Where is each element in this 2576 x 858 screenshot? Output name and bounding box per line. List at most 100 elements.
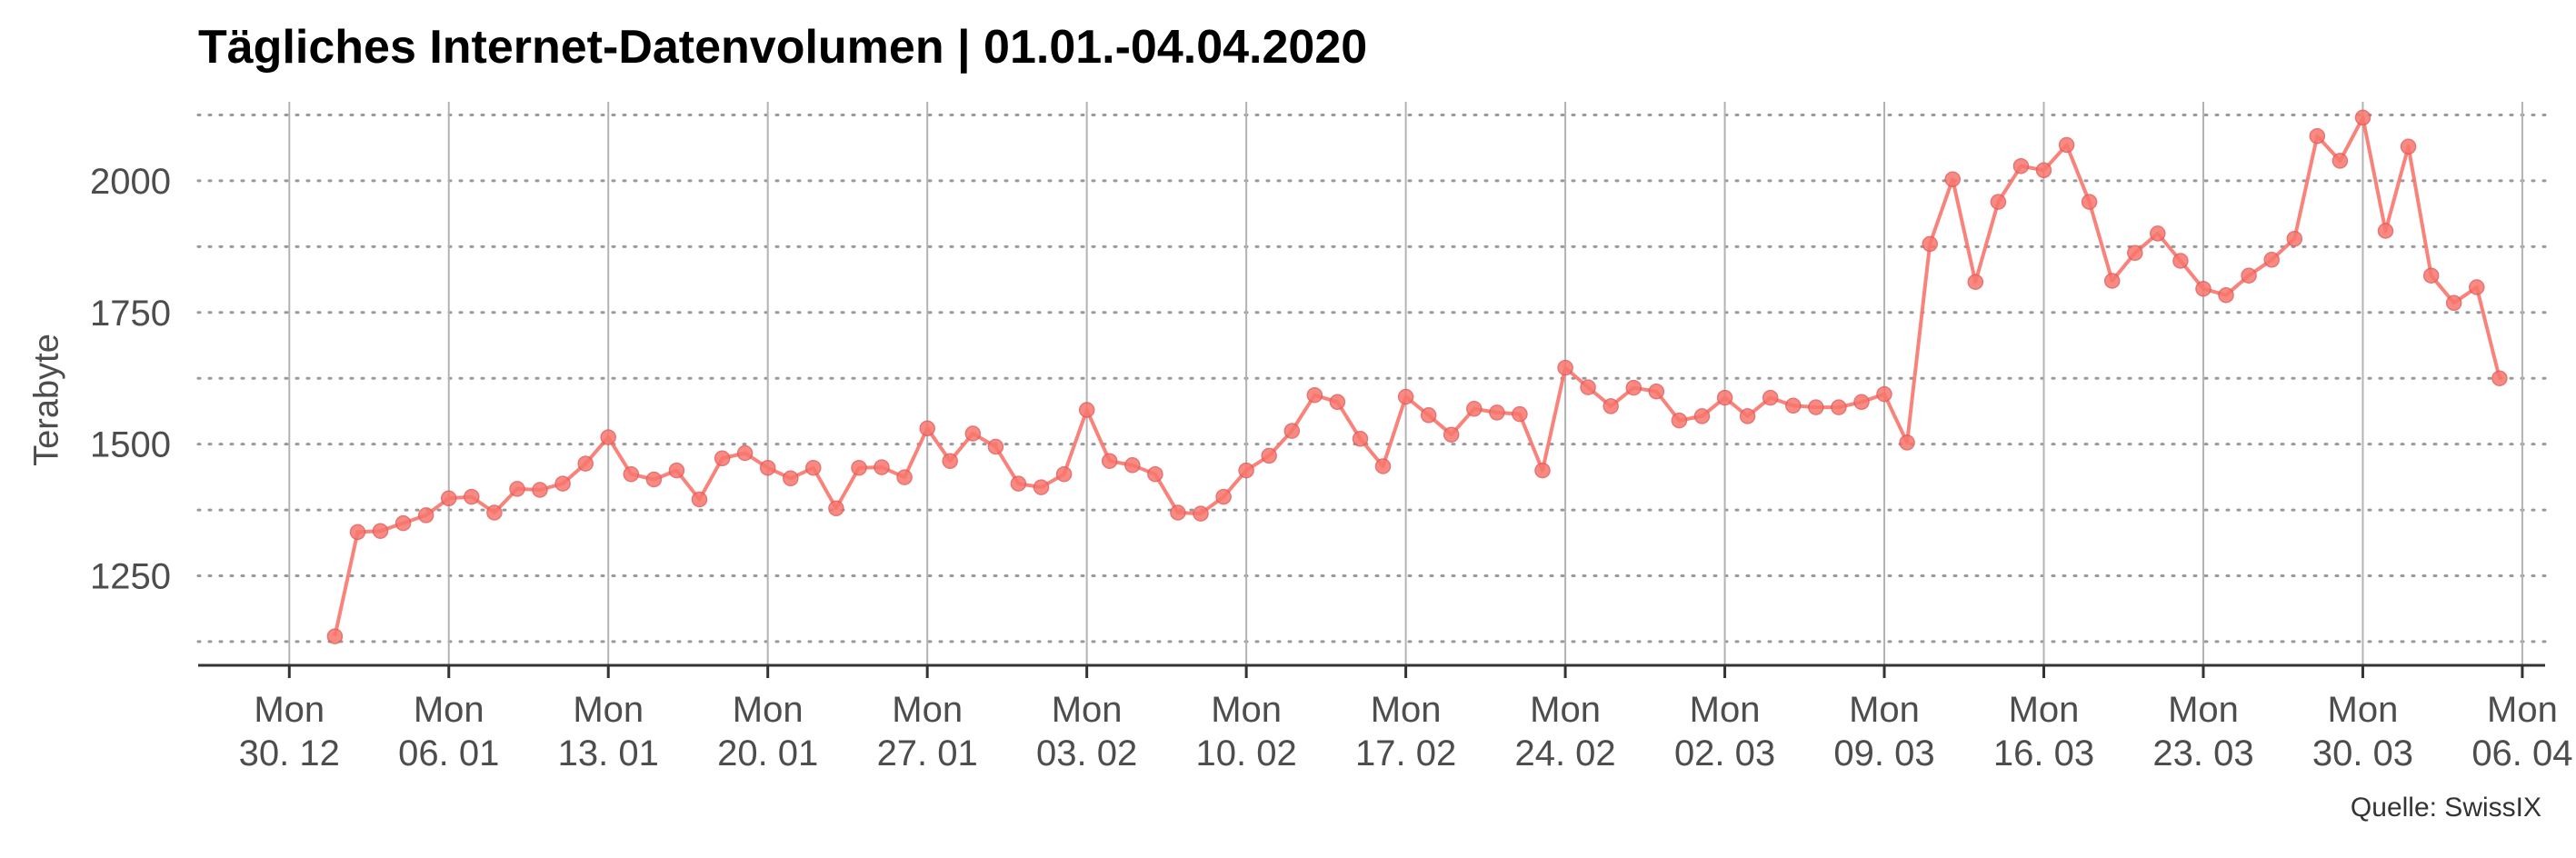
data-point	[1283, 423, 1301, 439]
data-point	[1876, 385, 1892, 403]
data-point	[600, 429, 616, 445]
data-point	[1397, 388, 1414, 405]
data-point	[2127, 244, 2143, 262]
data-point	[486, 504, 503, 521]
data-point	[874, 459, 890, 475]
data-point	[1648, 383, 1665, 400]
data-point	[1193, 505, 1209, 522]
data-point	[1055, 465, 1073, 483]
data-point	[691, 491, 708, 508]
data-point	[326, 628, 344, 644]
x-tick-label-date: 13. 01	[558, 733, 659, 773]
y-tick-label: 1750	[90, 294, 171, 334]
data-point	[2491, 370, 2508, 386]
x-tick-label-day: Mon	[2009, 690, 2080, 730]
x-tick-label-date: 20. 01	[717, 733, 818, 773]
x-tick-label-date: 06. 04	[2471, 733, 2572, 773]
x-tick-label-date: 23. 03	[2152, 733, 2253, 773]
data-point	[2309, 127, 2326, 145]
x-tick-label-day: Mon	[573, 690, 644, 730]
data-point	[1443, 426, 1460, 443]
data-point	[1762, 389, 1779, 406]
data-point	[1261, 447, 1277, 464]
data-point	[1785, 397, 1802, 414]
x-tick-label-date: 09. 03	[1833, 733, 1934, 773]
data-point	[1603, 398, 1619, 414]
data-point	[919, 420, 935, 437]
data-point	[2422, 267, 2440, 284]
data-point	[464, 488, 480, 505]
x-tick-label-day: Mon	[892, 690, 963, 730]
data-point	[987, 438, 1004, 455]
data-point	[2081, 194, 2098, 210]
data-point	[1374, 458, 1392, 474]
x-tick-label-day: Mon	[1690, 690, 1761, 730]
x-tick-label-date: 17. 02	[1355, 733, 1456, 773]
data-point	[1944, 171, 1961, 187]
data-point	[2195, 280, 2212, 297]
source-caption: Quelle: SwissIX	[2350, 793, 2541, 823]
x-tick-label-date: 03. 02	[1036, 733, 1137, 773]
chart-title: Tägliches Internet-Datenvolumen | 01.01.…	[198, 21, 1368, 74]
data-point	[2263, 252, 2280, 268]
data-point	[554, 475, 571, 492]
data-point	[509, 481, 525, 497]
x-tick-label-day: Mon	[2487, 690, 2558, 730]
data-point	[1078, 402, 1095, 418]
data-point	[394, 514, 412, 532]
data-point	[1352, 431, 1369, 447]
data-point	[1625, 379, 1642, 396]
x-tick-label-date: 24. 02	[1514, 733, 1615, 773]
x-tick-label-day: Mon	[414, 690, 484, 730]
data-point	[1489, 404, 1505, 421]
data-point	[2354, 109, 2371, 126]
data-point	[1306, 386, 1323, 404]
data-point	[1033, 479, 1050, 495]
data-point	[1557, 359, 1573, 376]
x-tick-label-date: 02. 03	[1674, 733, 1775, 773]
data-point	[1831, 399, 1847, 415]
data-point	[577, 455, 594, 472]
data-point	[2377, 223, 2394, 239]
data-point	[1534, 462, 1551, 479]
x-tick-label-date: 30. 12	[239, 733, 340, 773]
x-tick-label-day: Mon	[2328, 690, 2399, 730]
x-tick-label-day: Mon	[1211, 690, 1282, 730]
data-point	[1853, 394, 1870, 411]
x-tick-label-date: 30. 03	[2312, 733, 2413, 773]
data-point	[1420, 407, 1437, 424]
data-point	[964, 425, 982, 442]
data-point	[1716, 389, 1733, 406]
data-point	[2012, 157, 2030, 175]
data-point	[532, 482, 548, 498]
data-point	[1922, 235, 1938, 253]
data-point	[1990, 194, 2007, 210]
data-point	[851, 459, 867, 476]
data-point	[1124, 457, 1141, 474]
x-tick-label-date: 16. 03	[1993, 733, 2094, 773]
x-tick-label-day: Mon	[2168, 690, 2239, 730]
data-point	[1580, 379, 1596, 395]
data-point	[2218, 286, 2234, 304]
y-tick-label: 1250	[90, 556, 171, 596]
data-point	[349, 524, 366, 541]
x-tick-label-day: Mon	[1849, 690, 1920, 730]
data-point	[2150, 225, 2166, 242]
x-tick-label-date: 10. 02	[1196, 733, 1297, 773]
x-tick-label-date: 27. 01	[877, 733, 978, 773]
x-tick-label-day: Mon	[1371, 690, 1442, 730]
data-point	[2286, 230, 2303, 247]
data-point	[2172, 253, 2189, 269]
data-point	[645, 471, 663, 488]
data-point	[2469, 279, 2485, 295]
data-point	[1329, 394, 1346, 411]
data-point	[2035, 162, 2052, 179]
data-point	[1899, 434, 1915, 451]
data-point	[2241, 267, 2257, 284]
data-point	[736, 444, 754, 462]
data-point	[1466, 401, 1483, 417]
x-tick-label-day: Mon	[1530, 690, 1601, 730]
data-point	[942, 453, 958, 469]
